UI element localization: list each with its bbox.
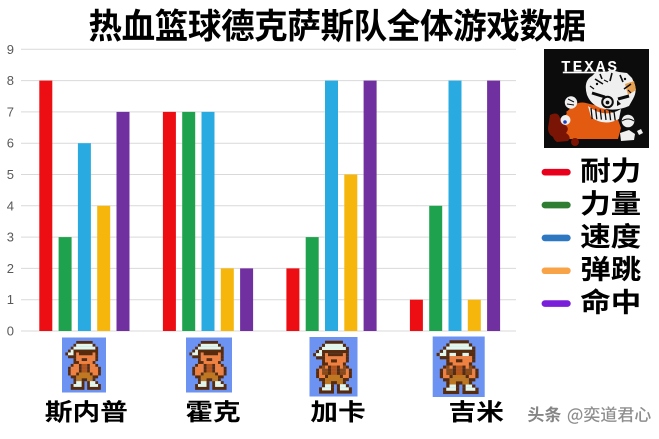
svg-text:3: 3 (7, 230, 14, 245)
svg-text:7: 7 (7, 104, 14, 119)
svg-text:6: 6 (7, 136, 14, 151)
svg-text:5: 5 (7, 167, 14, 182)
svg-text:8: 8 (7, 73, 14, 88)
svg-text:1: 1 (7, 292, 14, 307)
svg-text:0: 0 (7, 324, 14, 339)
svg-text:9: 9 (7, 42, 14, 57)
svg-text:2: 2 (7, 261, 14, 276)
svg-text:4: 4 (7, 198, 14, 213)
